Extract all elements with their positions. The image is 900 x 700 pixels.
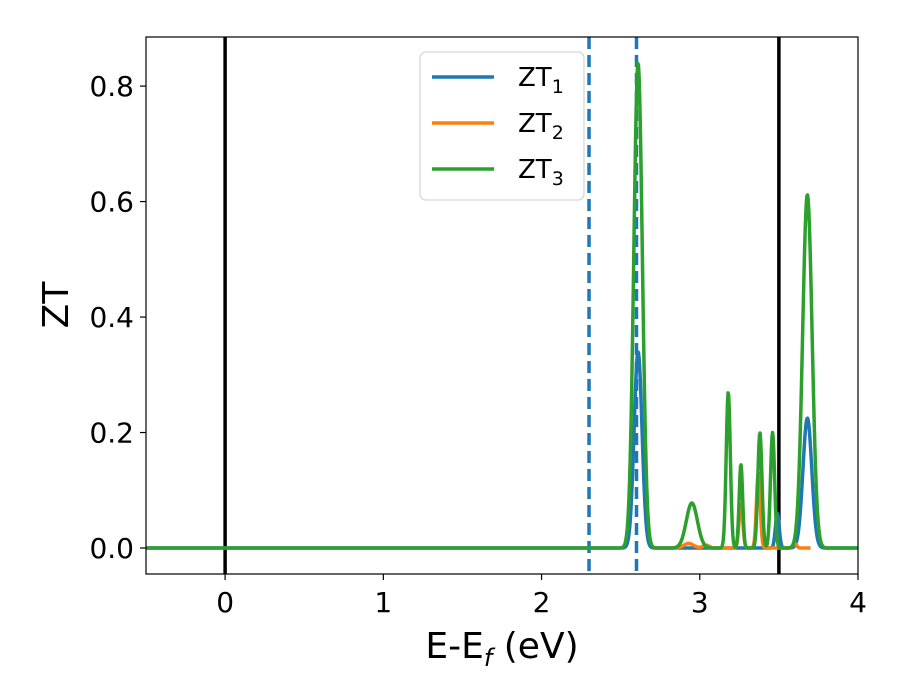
legend: ZT1 ZT2 ZT3 [419, 51, 585, 201]
plot-frame [145, 36, 859, 575]
y-axis-label: ZT [36, 281, 77, 329]
legend-label-zt1: ZT1 [518, 63, 564, 98]
x-tick-label: 3 [691, 586, 709, 619]
legend-label-zt2: ZT2 [518, 109, 564, 144]
y-tick-label: 0.2 [89, 417, 134, 450]
x-axis-label: E-Ef (eV) [425, 626, 578, 672]
y-axis-ticks: 0.0 0.2 0.4 0.6 0.8 [89, 70, 146, 565]
x-axis-ticks: 0 1 2 3 4 [216, 574, 867, 619]
series-line-zt3 [146, 61, 858, 550]
series-line-zt1 [146, 350, 858, 550]
y-tick-label: 0.4 [89, 301, 134, 334]
x-tick-label: 4 [849, 586, 867, 619]
series-curves [146, 61, 858, 550]
x-tick-label: 0 [216, 586, 234, 619]
legend-box [419, 51, 585, 201]
y-tick-label: 0.6 [89, 186, 134, 219]
x-tick-label: 1 [374, 586, 392, 619]
legend-label-zt3: ZT3 [518, 155, 564, 190]
y-tick-label: 0.0 [89, 532, 134, 565]
reference-lines [223, 37, 781, 574]
y-tick-label: 0.8 [89, 70, 134, 103]
x-tick-label: 2 [533, 586, 551, 619]
